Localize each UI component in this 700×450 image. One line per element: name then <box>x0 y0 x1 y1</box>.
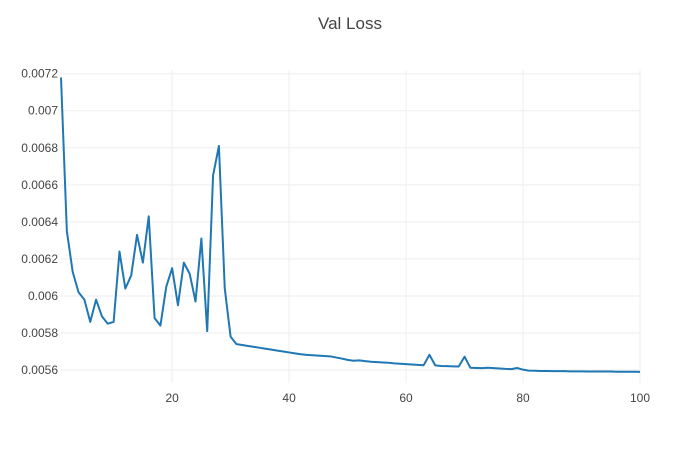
y-tick-label: 0.006 <box>28 289 58 303</box>
x-tick-label: 40 <box>282 391 296 405</box>
y-tick-label: 0.0066 <box>21 178 58 192</box>
y-gridlines <box>61 73 640 371</box>
y-tick-label: 0.0064 <box>21 215 58 229</box>
plot-area <box>60 77 641 373</box>
y-tick-label: 0.0072 <box>21 67 58 81</box>
y-tick-label: 0.007 <box>28 104 58 118</box>
y-tick-label: 0.0056 <box>21 363 58 377</box>
x-axis-tick-labels: 20 40 60 80 100 <box>165 391 650 405</box>
chart-title: Val Loss <box>318 14 382 33</box>
y-tick-label: 0.0062 <box>21 252 58 266</box>
x-tick-label: 20 <box>165 391 179 405</box>
x-tick-label: 80 <box>516 391 530 405</box>
y-axis-tick-labels: 0.0056 0.0058 0.006 0.0062 0.0064 0.0066 0.006… <box>21 67 58 377</box>
series-line <box>60 77 641 373</box>
x-tick-label: 60 <box>399 391 413 405</box>
y-tick-label: 0.0058 <box>21 326 58 340</box>
x-tick-label: 100 <box>630 391 650 405</box>
x-gridlines <box>171 70 641 383</box>
y-tick-label: 0.0068 <box>21 141 58 155</box>
